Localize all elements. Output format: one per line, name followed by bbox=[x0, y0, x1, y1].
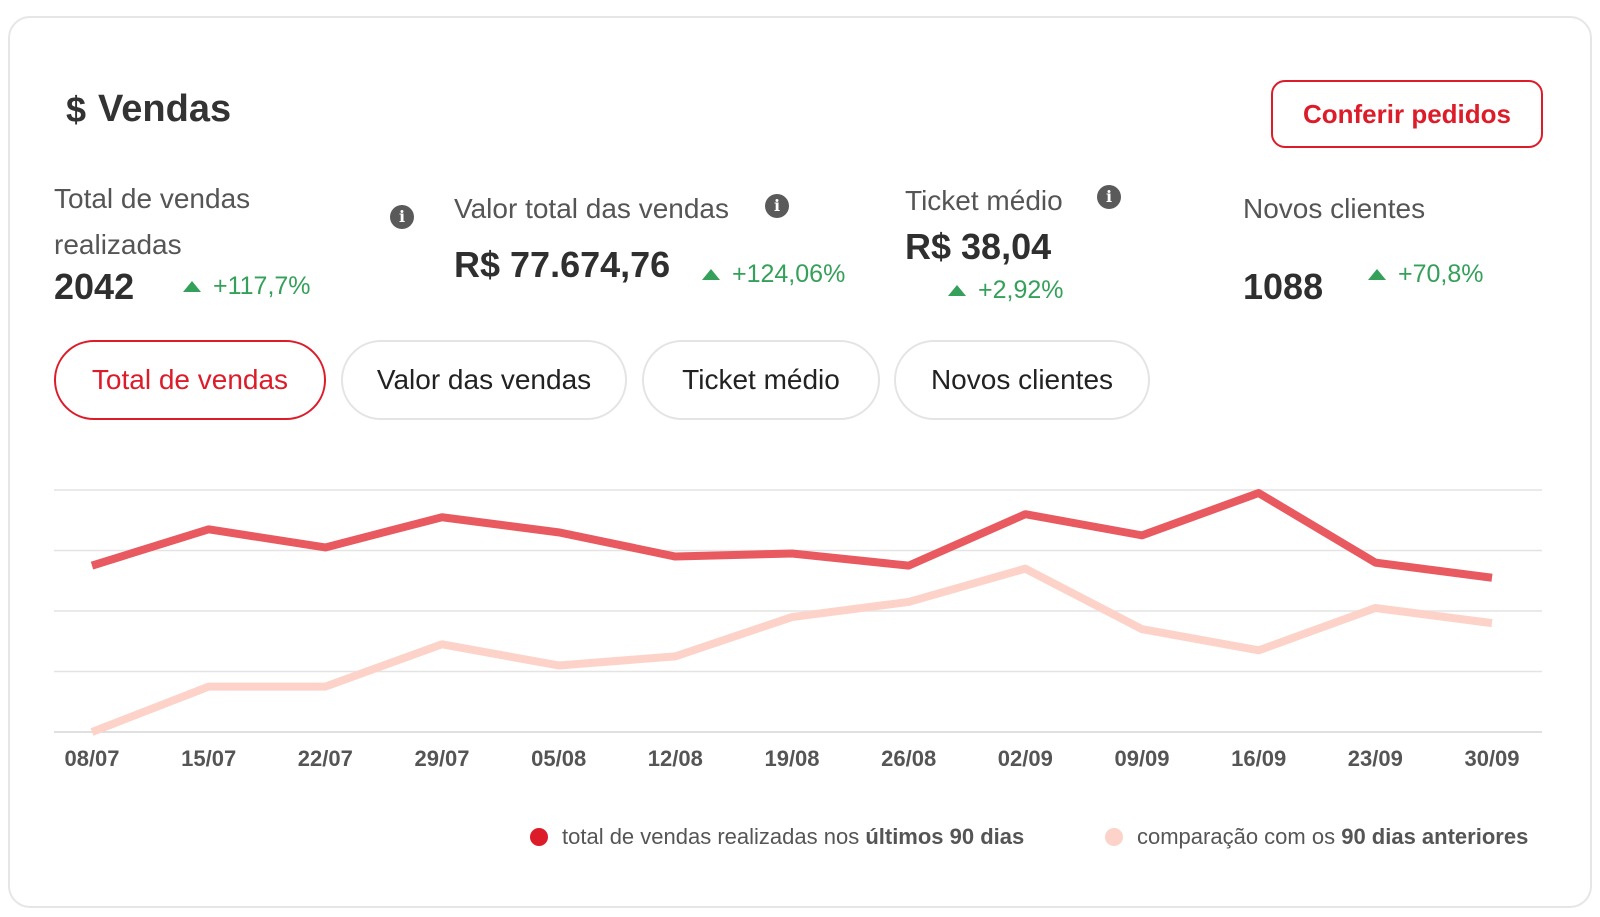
dollar-icon: $ bbox=[66, 88, 87, 130]
x-axis: 08/07 15/07 22/07 29/07 05/08 12/08 19/08 26/08… bbox=[64, 746, 1519, 771]
legend-bold: 90 dias anteriores bbox=[1341, 824, 1529, 849]
up-arrow-icon bbox=[183, 281, 201, 292]
metric-new-clients-value: 1088 bbox=[1243, 266, 1324, 307]
chart-series bbox=[90, 489, 1493, 736]
section-title: $ Vendas bbox=[66, 88, 231, 131]
chart-grid bbox=[54, 489, 1542, 733]
delta-text: +124,06% bbox=[732, 260, 846, 288]
up-arrow-icon bbox=[948, 285, 966, 296]
legend-item-previous: comparação com os 90 dias anteriores bbox=[1105, 824, 1528, 850]
legend-prefix: comparação com os bbox=[1137, 824, 1342, 849]
tab-total-sales[interactable]: Total de vendas bbox=[54, 340, 326, 420]
legend-text-current: total de vendas realizadas nos últimos 9… bbox=[562, 824, 1024, 850]
metric-ticket-delta: +2,92% bbox=[948, 276, 1064, 305]
x-tick-label: 09/09 bbox=[1114, 746, 1169, 771]
metric-total-sales-delta: +117,7% bbox=[183, 272, 311, 301]
metric-new-clients-delta: +70,8% bbox=[1368, 260, 1484, 289]
delta-text: +117,7% bbox=[213, 272, 311, 300]
metric-total-sales-value: 2042 bbox=[54, 266, 135, 307]
tab-sales-value[interactable]: Valor das vendas bbox=[341, 340, 627, 420]
metric-ticket-value: R$ 38,04 bbox=[905, 226, 1052, 267]
tab-new-clients[interactable]: Novos clientes bbox=[894, 340, 1150, 420]
sales-card bbox=[8, 16, 1592, 908]
legend-dot-current bbox=[530, 828, 548, 846]
metric-total-value-delta: +124,06% bbox=[702, 260, 845, 289]
x-tick-label: 15/07 bbox=[181, 746, 236, 771]
x-tick-label: 23/09 bbox=[1348, 746, 1403, 771]
series-line-current bbox=[90, 489, 1493, 582]
metric-ticket-label: Ticket médio bbox=[905, 185, 1063, 216]
info-icon[interactable]: i bbox=[390, 205, 414, 229]
delta-text: +2,92% bbox=[978, 276, 1064, 304]
x-tick-label: 02/09 bbox=[998, 746, 1053, 771]
metric-total-value-label: Valor total das vendas bbox=[454, 193, 729, 224]
metric-total-sales-label: Total de vendas realizadas bbox=[54, 183, 251, 260]
legend-dot-previous bbox=[1105, 828, 1123, 846]
x-tick-label: 30/09 bbox=[1464, 746, 1519, 771]
tab-average-ticket[interactable]: Ticket médio bbox=[642, 340, 880, 420]
delta-text: +70,8% bbox=[1398, 260, 1484, 288]
x-tick-label: 19/08 bbox=[764, 746, 819, 771]
up-arrow-icon bbox=[1368, 269, 1386, 280]
title-text: Vendas bbox=[98, 88, 232, 130]
x-tick-label: 22/07 bbox=[298, 746, 353, 771]
up-arrow-icon bbox=[702, 269, 720, 280]
x-tick-label: 26/08 bbox=[881, 746, 936, 771]
x-tick-label: 12/08 bbox=[648, 746, 703, 771]
legend-bold: últimos 90 dias bbox=[865, 824, 1025, 849]
x-tick-label: 08/07 bbox=[64, 746, 119, 771]
info-icon[interactable]: i bbox=[1097, 185, 1121, 209]
legend-item-current: total de vendas realizadas nos últimos 9… bbox=[530, 824, 1024, 850]
legend-prefix: total de vendas realizadas nos bbox=[562, 824, 866, 849]
x-tick-label: 29/07 bbox=[414, 746, 469, 771]
x-tick-label: 05/08 bbox=[531, 746, 586, 771]
legend-text-previous: comparação com os 90 dias anteriores bbox=[1137, 824, 1528, 850]
series-line-previous bbox=[90, 564, 1493, 736]
info-icon[interactable]: i bbox=[765, 194, 789, 218]
x-tick-label: 16/09 bbox=[1231, 746, 1286, 771]
metric-total-value-value: R$ 77.674,76 bbox=[454, 244, 671, 285]
metric-new-clients-label: Novos clientes bbox=[1243, 193, 1426, 224]
check-orders-button[interactable]: Conferir pedidos bbox=[1271, 80, 1543, 148]
